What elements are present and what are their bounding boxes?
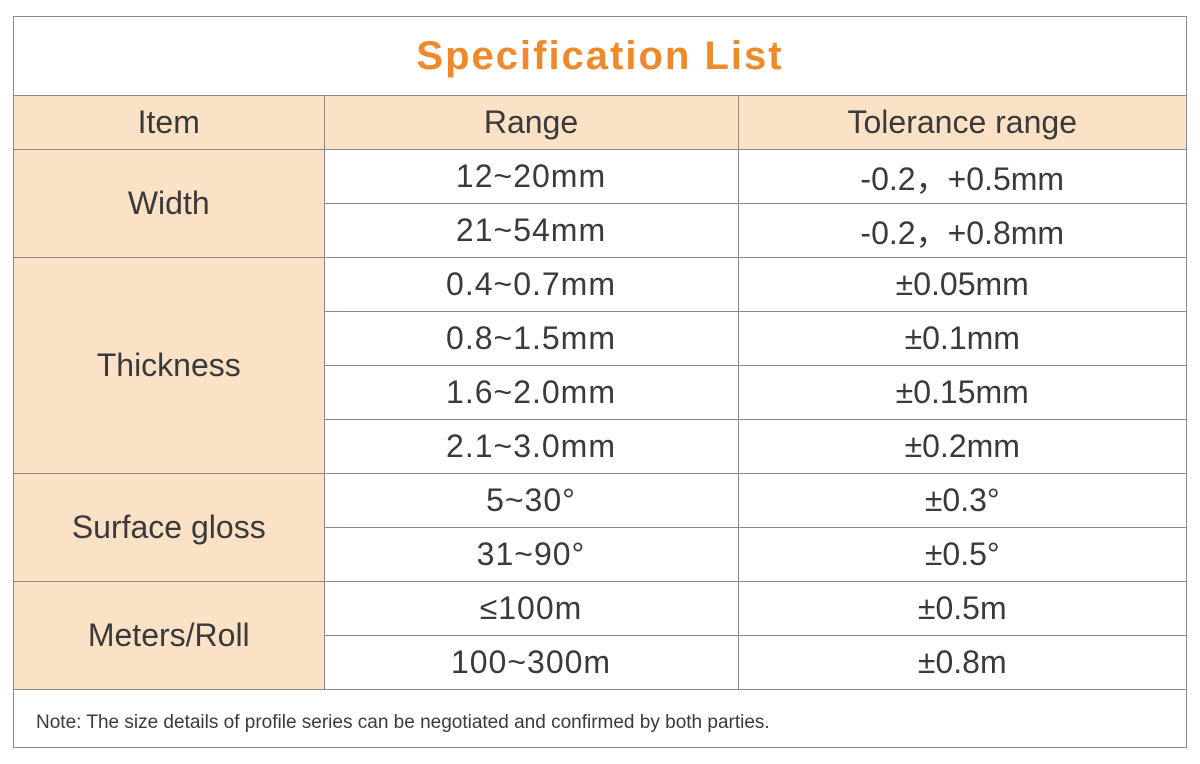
specification-table: Item Range Tolerance range Width 12~20mm… [14, 96, 1186, 690]
item-cell-meters-roll: Meters/Roll [14, 581, 325, 690]
tolerance-cell: ±0.1mm [737, 311, 1186, 366]
column-header-tolerance: Tolerance range [737, 96, 1186, 150]
table-row: Meters/Roll ≤100m ±0.5m [14, 581, 1186, 690]
range-cell: 5~30° [323, 473, 739, 528]
range-cell: 100~300m [324, 635, 739, 690]
title-bar: Specification List [14, 17, 1186, 96]
range-cell: 31~90° [324, 527, 739, 582]
range-cell: 12~20mm [323, 149, 739, 204]
tolerance-cell: ±0.2mm [737, 419, 1186, 474]
range-cell: ≤100m [323, 581, 739, 636]
tolerance-cell: ±0.8m [737, 635, 1186, 690]
item-cell-thickness: Thickness [14, 257, 325, 474]
tolerance-cell: ±0.5° [737, 527, 1186, 582]
tolerance-cell: -0.2，+0.8mm [737, 203, 1186, 258]
range-cell: 2.1~3.0mm [324, 419, 739, 474]
tolerance-cell: ±0.3° [737, 473, 1186, 528]
range-cell: 0.4~0.7mm [323, 257, 739, 312]
column-header-range: Range [323, 96, 739, 150]
table-row: 100~300m ±0.8m [14, 635, 1186, 690]
footnote: Note: The size details of profile series… [36, 711, 770, 733]
column-header-item: Item [14, 96, 325, 150]
table-row: 21~54mm -0.2，+0.8mm [14, 203, 1186, 258]
tolerance-cell: ±0.15mm [737, 365, 1186, 420]
table-row: 0.8~1.5mm ±0.1mm [14, 311, 1186, 366]
table-header-row: Item Range Tolerance range [14, 96, 1186, 150]
range-cell: 21~54mm [324, 203, 739, 258]
tolerance-cell: -0.2，+0.5mm [737, 149, 1186, 204]
range-cell: 0.8~1.5mm [324, 311, 739, 366]
table-row: Thickness 0.4~0.7mm ±0.05mm [14, 257, 1186, 474]
specification-sheet: Specification List Item Range Tolerance … [13, 16, 1187, 748]
item-cell-width: Width [14, 149, 325, 258]
table-row: Width 12~20mm -0.2，+0.5mm [14, 149, 1186, 258]
tolerance-cell: ±0.05mm [737, 257, 1186, 312]
range-cell: 1.6~2.0mm [324, 365, 739, 420]
table-row: 31~90° ±0.5° [14, 527, 1186, 582]
table-row: Surface gloss 5~30° ±0.3° [14, 473, 1186, 582]
page-title: Specification List [416, 33, 784, 78]
item-cell-surface-gloss: Surface gloss [14, 473, 325, 582]
table-row: 2.1~3.0mm ±0.2mm [14, 419, 1186, 474]
tolerance-cell: ±0.5m [737, 581, 1186, 636]
